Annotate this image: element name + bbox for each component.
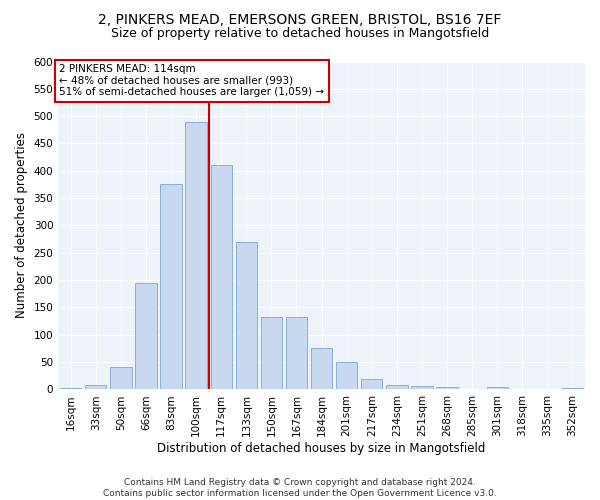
Bar [411,386,433,390]
Bar [160,184,182,390]
Bar [562,388,583,390]
Bar [136,283,157,390]
X-axis label: Distribution of detached houses by size in Mangotsfield: Distribution of detached houses by size … [157,442,486,455]
Text: Size of property relative to detached houses in Mangotsfield: Size of property relative to detached ho… [111,28,489,40]
Bar [286,318,307,390]
Bar [436,388,458,390]
Bar [185,122,207,390]
Bar [236,242,257,390]
Bar [85,384,106,390]
Bar [110,367,131,390]
Bar [336,362,358,390]
Text: Contains HM Land Registry data © Crown copyright and database right 2024.
Contai: Contains HM Land Registry data © Crown c… [103,478,497,498]
Text: 2, PINKERS MEAD, EMERSONS GREEN, BRISTOL, BS16 7EF: 2, PINKERS MEAD, EMERSONS GREEN, BRISTOL… [98,12,502,26]
Bar [60,388,82,390]
Text: 2 PINKERS MEAD: 114sqm
← 48% of detached houses are smaller (993)
51% of semi-de: 2 PINKERS MEAD: 114sqm ← 48% of detached… [59,64,325,98]
Bar [361,378,382,390]
Y-axis label: Number of detached properties: Number of detached properties [15,132,28,318]
Bar [487,388,508,390]
Bar [211,166,232,390]
Bar [261,318,282,390]
Bar [311,348,332,390]
Bar [386,385,407,390]
